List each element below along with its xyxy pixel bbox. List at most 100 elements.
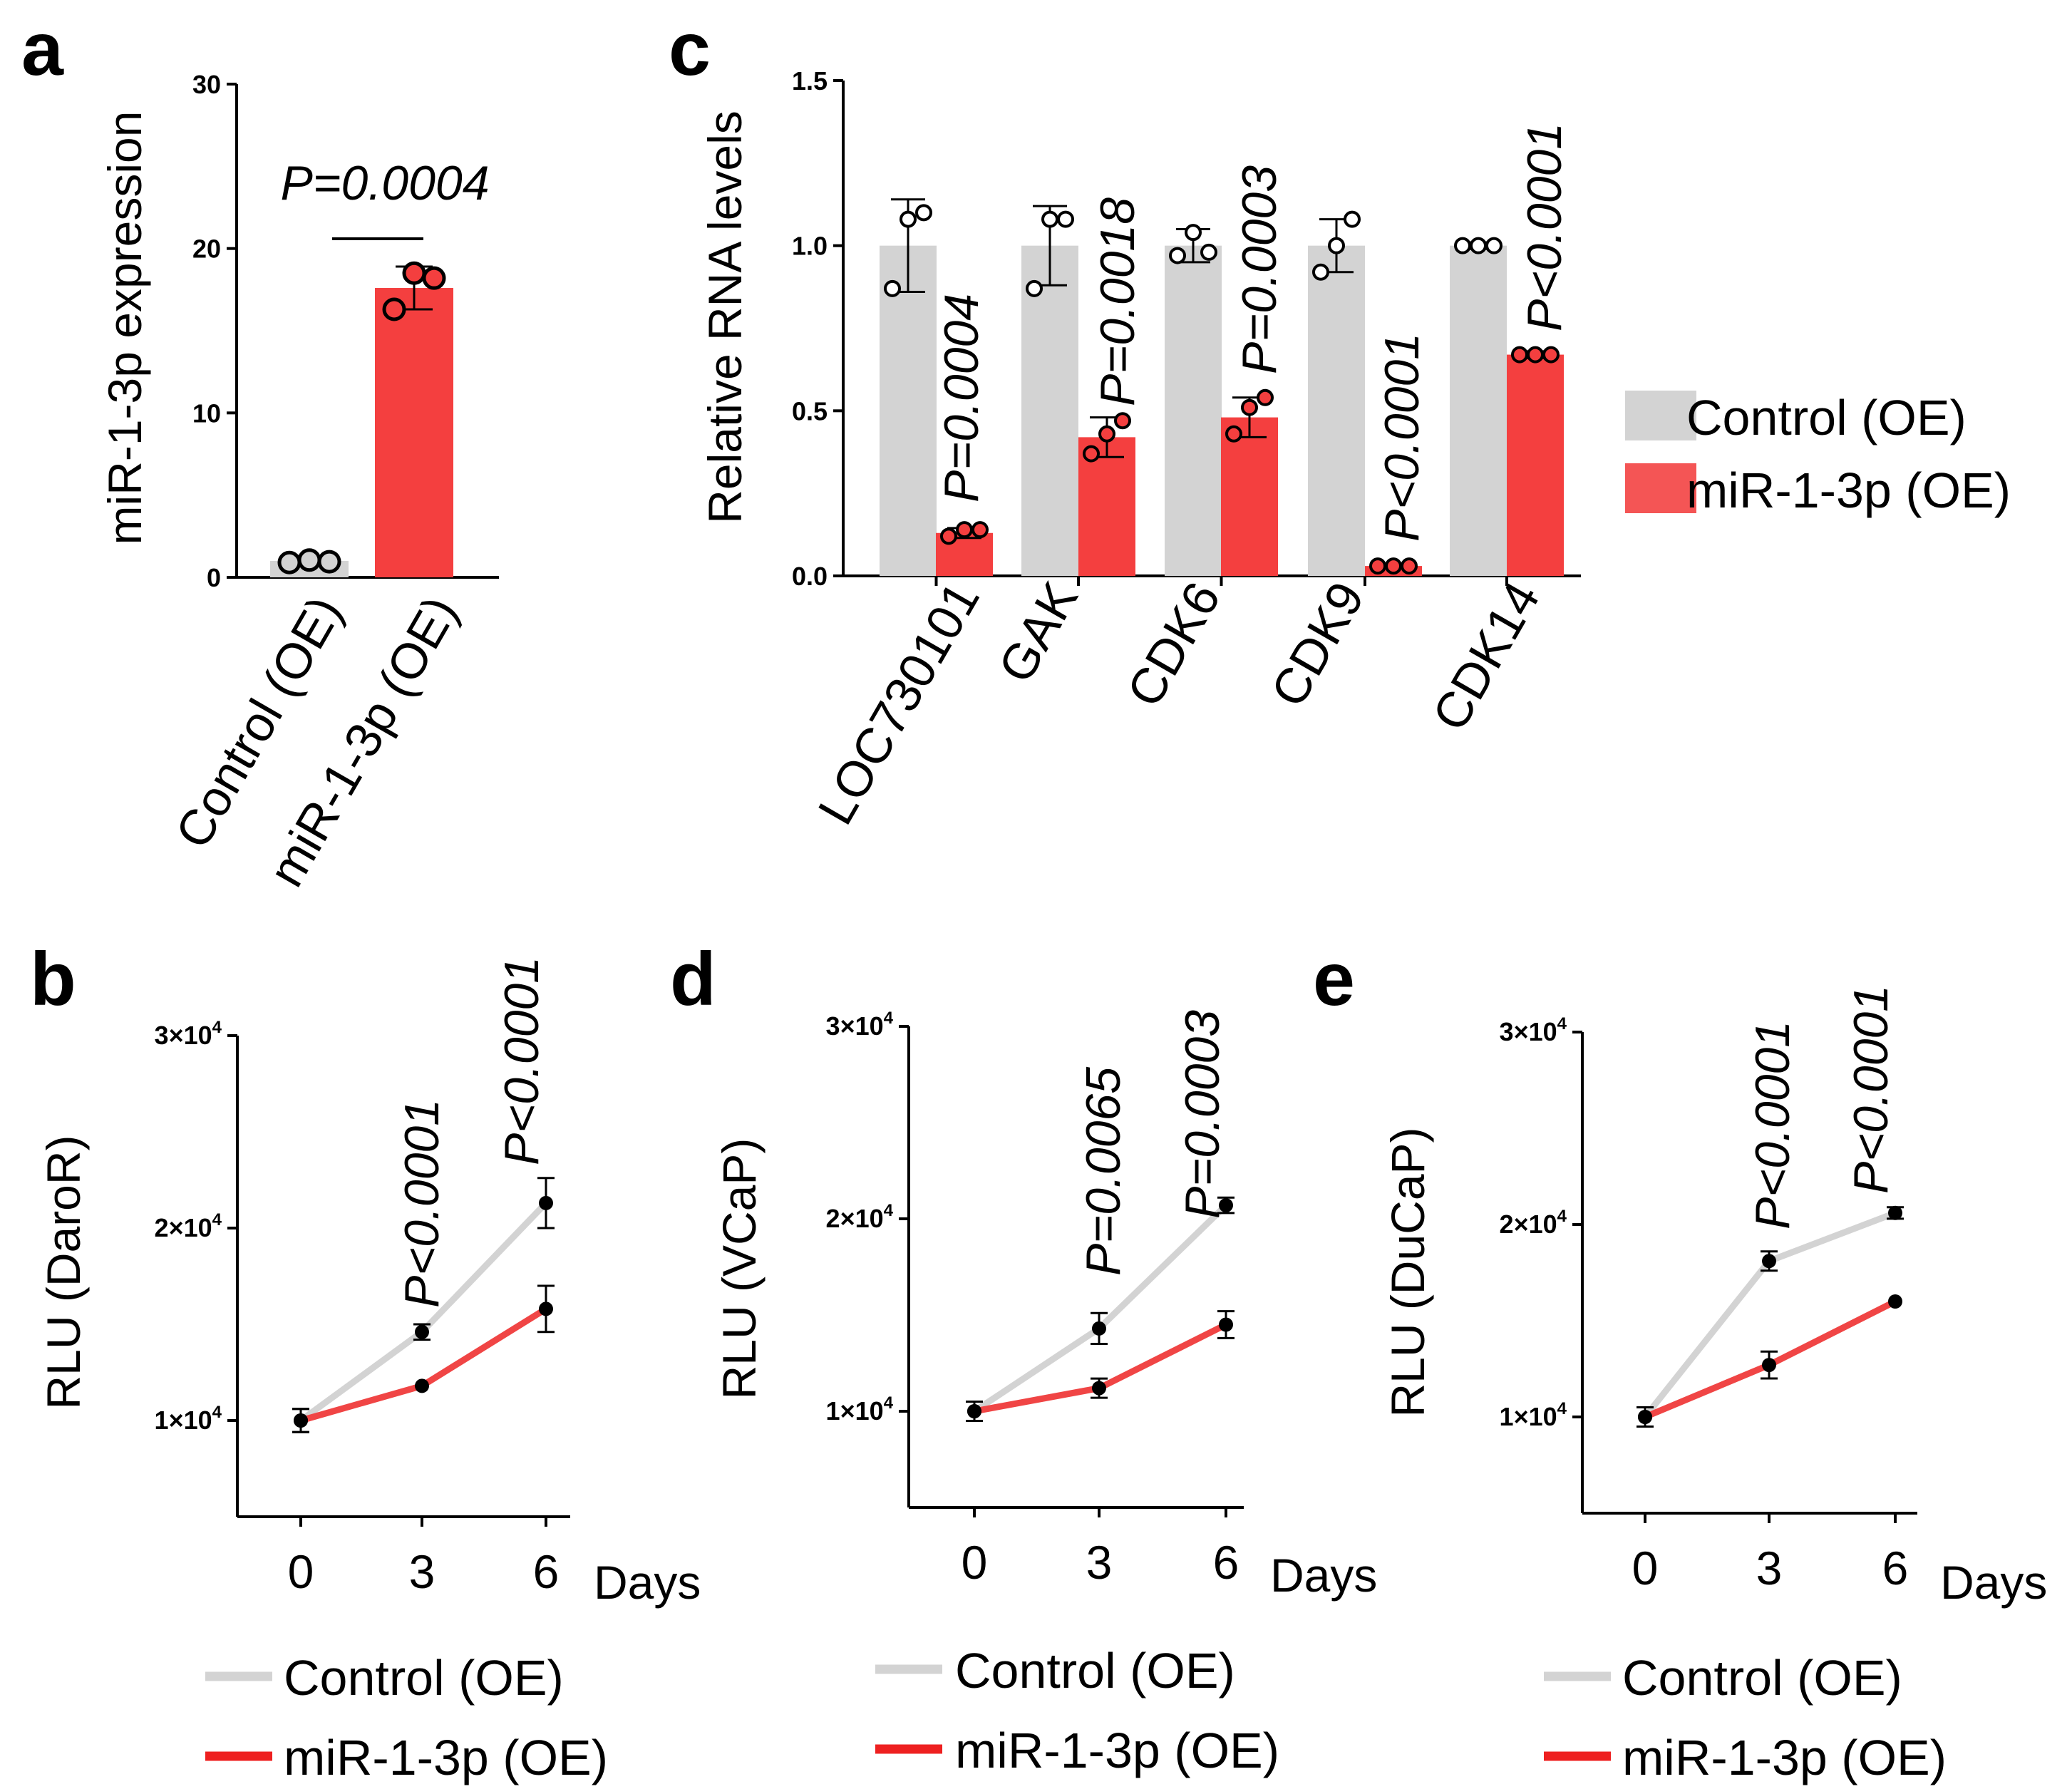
panel-c-legend-swatch-mir [1625, 463, 1696, 513]
panel-c-point [1401, 557, 1418, 575]
panel-c-point [1200, 243, 1217, 261]
panel-a-plot: 0 10 20 30 [192, 70, 499, 592]
panel-d-point [967, 1404, 981, 1418]
panel-d-point [1219, 1317, 1233, 1332]
panel-c-point [1041, 210, 1058, 228]
panel-e-pvalue-0: P<0.0001 [1746, 1021, 1800, 1229]
panel-c-ytick-label: 1.0 [792, 232, 828, 261]
panel-b-xtick-label: 0 [288, 1545, 314, 1598]
panel-c-point [1225, 425, 1242, 443]
panel-c-point [1257, 388, 1274, 406]
panel-d-ytick-label: 3×104 [826, 1009, 894, 1041]
panel-b-ytick-label: 3×104 [155, 1018, 222, 1050]
panel-d-legend-control: Control (OE) [955, 1643, 1235, 1698]
panel-d-xunit: Days [1270, 1549, 1377, 1602]
panel-c-point [884, 279, 901, 297]
panel-b-legend-mir: miR-1-3p (OE) [284, 1730, 608, 1785]
panel-c-pvalue-0: P=0.0004 [934, 294, 989, 502]
panel-c-bar-control [1021, 245, 1078, 576]
panel-c-point [1185, 224, 1202, 242]
panel-b-plot: 1×104 2×104 3×104 0 3 6 [155, 1018, 570, 1598]
panel-e-xtick-label: 3 [1756, 1542, 1783, 1594]
panel-b-ytick-label: 1×104 [155, 1403, 222, 1435]
panel-c-point [1511, 346, 1528, 364]
panel-d-legend-mir: miR-1-3p (OE) [955, 1723, 1279, 1778]
panel-c-ylabel: Relative RNA levels [699, 110, 751, 524]
panel-b-point [539, 1301, 553, 1316]
panel-c-pvalue-2: P=0.0003 [1232, 165, 1287, 374]
panel-c-point [1328, 237, 1345, 254]
panel-b-legend-control: Control (OE) [284, 1650, 564, 1706]
panel-e-xtick-label: 0 [1632, 1542, 1659, 1594]
panel-letter-c: c [669, 7, 711, 91]
panel-d: d 1×104 2×104 3×104 0 3 6 RLU (VCaP) P=0.0065… [670, 937, 1377, 1778]
panel-b-point [539, 1195, 553, 1210]
panel-c-point [1083, 445, 1100, 463]
panel-c-bar-control [1450, 245, 1507, 576]
panel-e-ylabel: RLU (DuCaP) [1381, 1127, 1434, 1417]
panel-b-point [415, 1324, 429, 1339]
panel-c-point [1369, 557, 1386, 575]
panel-e-xtick-label: 6 [1882, 1542, 1909, 1594]
panel-e-point [1762, 1254, 1776, 1269]
panel-c-legend-control: Control (OE) [1686, 390, 1967, 445]
panel-a-ytick-label: 0 [207, 563, 221, 592]
panel-letter-b: b [30, 937, 76, 1021]
panel-d-ytick-label: 2×104 [826, 1201, 894, 1233]
panel-b-ytick-label: 2×104 [155, 1210, 222, 1242]
panel-c-point [1057, 210, 1074, 228]
panel-e-plot: 1×104 2×104 3×104 0 3 6 [1500, 1014, 1917, 1594]
panel-c-point [971, 521, 989, 539]
panel-b-point [294, 1413, 308, 1428]
panel-c-bar-mir [1507, 354, 1564, 576]
panel-e-point [1762, 1358, 1776, 1373]
panel-a-point [297, 548, 321, 572]
panel-letter-e: e [1313, 937, 1355, 1021]
panel-c: c 0.0 0.5 1.0 1.5 Relative RNA levels LOC73… [669, 7, 2011, 833]
panel-c-bar-control [880, 245, 937, 576]
panel-c-pvalue-1: P=0.0018 [1091, 197, 1145, 406]
panel-c-plot: 0.0 0.5 1.0 1.5 [792, 66, 1581, 591]
panel-d-xtick-label: 3 [1086, 1536, 1113, 1589]
panel-c-point [1454, 237, 1471, 254]
panel-e-line-control [1642, 1210, 1897, 1419]
panel-a-point [382, 297, 406, 321]
panel-b-xtick-label: 3 [409, 1545, 435, 1598]
panel-e-pvalue-1: P<0.0001 [1844, 985, 1898, 1194]
panel-b-xtick-label: 6 [533, 1545, 560, 1598]
panel-e-ytick-label: 2×104 [1500, 1207, 1567, 1239]
panel-b: b 1×104 2×104 3×104 0 3 6 RLU (DaroR) P<0.000… [30, 937, 701, 1785]
panel-e-point [1888, 1294, 1902, 1309]
panel-c-point [1312, 263, 1329, 281]
panel-d-ylabel: RLU (VCaP) [713, 1138, 766, 1400]
panel-b-pvalue-0: P<0.0001 [395, 1099, 449, 1308]
panel-b-pvalue-1: P<0.0001 [495, 957, 549, 1165]
panel-d-xtick-label: 6 [1213, 1536, 1239, 1589]
panel-b-ylabel: RLU (DaroR) [37, 1135, 90, 1409]
panel-c-ytick-label: 0.5 [792, 396, 828, 426]
panel-c-xlabel-0: LOC730101 [808, 573, 990, 834]
panel-e: e 1×104 2×104 3×104 0 3 6 RLU (DuCaP) P<0.000… [1313, 937, 2047, 1785]
panel-d-plot: 1×104 2×104 3×104 0 3 6 [826, 1009, 1244, 1589]
panel-letter-d: d [670, 937, 716, 1021]
panel-a-bar [375, 288, 453, 577]
panel-c-bar-control [1165, 245, 1222, 576]
panel-a-ylabel: miR-1-3p expression [98, 111, 151, 545]
panel-c-point [1527, 346, 1544, 364]
panel-d-ytick-label: 1×104 [826, 1393, 894, 1425]
panel-e-point [1888, 1205, 1902, 1220]
panel-d-point [1219, 1198, 1233, 1213]
panel-c-bar-mir [1221, 417, 1278, 576]
panel-a-point [422, 266, 446, 290]
panel-c-xlabel-2: CDK6 [1116, 573, 1231, 716]
panel-c-point [1114, 412, 1131, 430]
panel-letter-a: a [21, 7, 64, 91]
panel-d-pvalue-1: P=0.0003 [1175, 1010, 1230, 1219]
panel-c-point [915, 204, 932, 222]
panel-c-point [1542, 346, 1560, 364]
panel-a-point [402, 261, 426, 285]
panel-c-point [1470, 237, 1487, 254]
panel-d-point [1092, 1381, 1106, 1396]
panel-b-point [415, 1378, 429, 1393]
